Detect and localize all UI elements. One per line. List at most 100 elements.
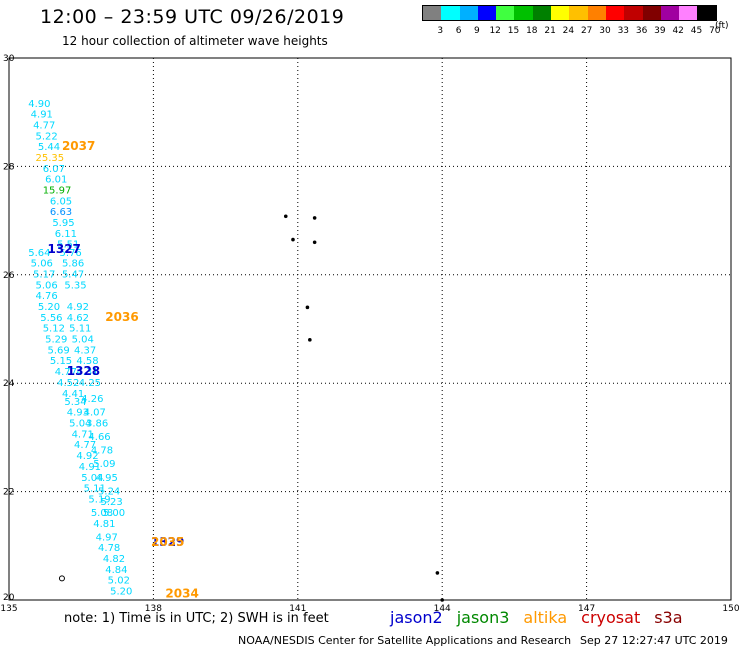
pass-time-label: 1327 — [48, 242, 81, 256]
land-mark — [312, 216, 317, 220]
colorbar-swatch — [587, 6, 606, 20]
pass-time-label: 1328 — [67, 364, 100, 378]
colorbar-swatch — [605, 6, 625, 20]
wave-height-label: 4.62 — [67, 313, 89, 324]
x-tick-label: 147 — [578, 604, 595, 614]
wave-height-label: 6.07 — [43, 164, 65, 175]
satellite-legend-altika: altika — [523, 608, 568, 627]
wave-height-label: 5.04 — [72, 335, 94, 346]
colorbar-label: 9 — [474, 26, 480, 36]
wave-height-label: 5.02 — [108, 576, 130, 587]
x-tick-label: 138 — [145, 604, 162, 614]
wave-height-label: 4.77 — [74, 440, 96, 451]
wave-height-label: 4.52 — [57, 378, 79, 389]
satellite-legend-jason2: jason2 — [390, 608, 443, 627]
colorbar-label: 36 — [635, 26, 648, 36]
wave-height-label: 6.05 — [50, 196, 72, 207]
land-mark — [308, 338, 312, 342]
colorbar-label: 39 — [654, 26, 666, 36]
colorbar-swatch — [642, 6, 661, 20]
x-tick-label: 135 — [0, 604, 17, 614]
wave-height-label: 4.77 — [55, 367, 77, 378]
pass-time-label: 2034 — [165, 586, 198, 600]
wave-height-label: 6.01 — [45, 175, 67, 186]
wave-height-label: 4.78 — [98, 543, 120, 554]
colorbar-label: 12 — [489, 26, 501, 36]
colorbar-label: 70 — [709, 26, 721, 36]
wave-height-label: 5.11 — [84, 484, 106, 495]
colorbar-swatch — [679, 6, 698, 20]
wave-height-label: 5.35 — [64, 280, 86, 291]
wave-height-label: 4.31 — [76, 367, 98, 378]
wave-height-label: 5.95 — [52, 218, 74, 229]
wave-height-label: 4.78 — [91, 446, 113, 457]
footer-note: note: 1) Time is in UTC; 2) SWH is in fe… — [64, 611, 329, 626]
y-tick-label: 30 — [3, 54, 15, 64]
wave-height-label: 4.71 — [72, 429, 94, 440]
wave-height-label: 5.51 — [57, 240, 79, 251]
wave-height-label: 5.24 — [98, 486, 120, 497]
satellite-legend-cryosat: cryosat — [581, 608, 641, 627]
wave-height-label: 5.34 — [64, 397, 86, 408]
colorbar-swatch — [569, 6, 588, 20]
wave-height-label: 4.41 — [62, 389, 84, 400]
wave-height-label: 5.12 — [43, 324, 65, 335]
pass-time-label: 2036 — [105, 310, 138, 324]
wave-height-label: 5.64 — [28, 248, 50, 259]
colorbar-legend: 3 6 9 12 15 18 21 24 27 30 33 36 39 42 45 70 — [422, 5, 721, 36]
wave-height-label: 4.97 — [96, 532, 118, 543]
wave-height-label: 4.26 — [81, 394, 103, 405]
wave-height-label: 5.06 — [35, 280, 57, 291]
colorbar-label: 42 — [672, 26, 684, 36]
wave-height-label: 25.35 — [35, 153, 64, 164]
land-mark — [58, 575, 65, 582]
colorbar-unit: (ft) — [715, 21, 729, 31]
wave-height-label: 6.11 — [55, 229, 77, 240]
plot-frame — [8, 57, 732, 601]
land-mark — [440, 598, 445, 602]
land-mark — [312, 240, 317, 245]
wave-height-label: 5.20 — [38, 302, 60, 313]
pass-time-label: 1329 — [151, 535, 184, 549]
colorbar-label: 27 — [580, 26, 593, 36]
wave-height-label: 4.37 — [74, 345, 96, 356]
wave-height-label: 4.25 — [79, 378, 101, 389]
colorbar-label: 30 — [599, 26, 611, 36]
colorbar-label: 45 — [690, 26, 703, 36]
colorbar-label: 21 — [544, 26, 556, 36]
y-tick-label: 20 — [3, 593, 15, 603]
colorbar-swatch — [459, 6, 478, 20]
colorbar-swatch — [477, 6, 497, 20]
colorbar-label: 24 — [562, 26, 575, 36]
colorbar-swatch — [514, 6, 533, 20]
wave-height-label: 4.81 — [93, 519, 115, 530]
colorbar-label: 15 — [507, 26, 520, 36]
wave-height-label: 5.04 — [69, 419, 91, 430]
colorbar-label: 33 — [617, 26, 630, 36]
wave-height-label: 5.44 — [38, 142, 60, 153]
wave-height-label: 4.77 — [33, 120, 55, 131]
satellite-legend: jason2 jason3 altika cryosat s3a — [390, 608, 697, 627]
wave-height-label: 5.00 — [103, 508, 125, 519]
wave-height-label: 4.92 — [76, 451, 98, 462]
satellite-legend-s3a: s3a — [654, 608, 683, 627]
wave-height-label: 5.04 — [81, 473, 103, 484]
wave-height-label: 4.93 — [67, 408, 89, 419]
wave-height-label: 4.91 — [31, 110, 53, 121]
colorbar-swatch — [532, 6, 552, 20]
wave-height-label: 4.66 — [88, 432, 110, 443]
land-mark — [435, 571, 440, 575]
x-tick-label: 150 — [722, 604, 739, 614]
colorbar-swatch — [496, 6, 515, 20]
wave-height-label: 3.86 — [86, 419, 108, 430]
chart-title: 12:00 – 23:59 UTC 09/26/2019 — [40, 6, 345, 28]
wave-height-label: 5.17 — [33, 270, 55, 281]
wave-height-label: 4.95 — [96, 473, 118, 484]
footer-timestamp: Sep 27 12:27:47 UTC 2019 — [580, 634, 728, 647]
wave-height-label: 4.58 — [76, 356, 98, 367]
land-mark — [305, 305, 310, 310]
colorbar-label: 6 — [455, 26, 462, 36]
y-tick-label: 26 — [3, 271, 15, 281]
wave-height-label: 5.23 — [100, 497, 122, 508]
